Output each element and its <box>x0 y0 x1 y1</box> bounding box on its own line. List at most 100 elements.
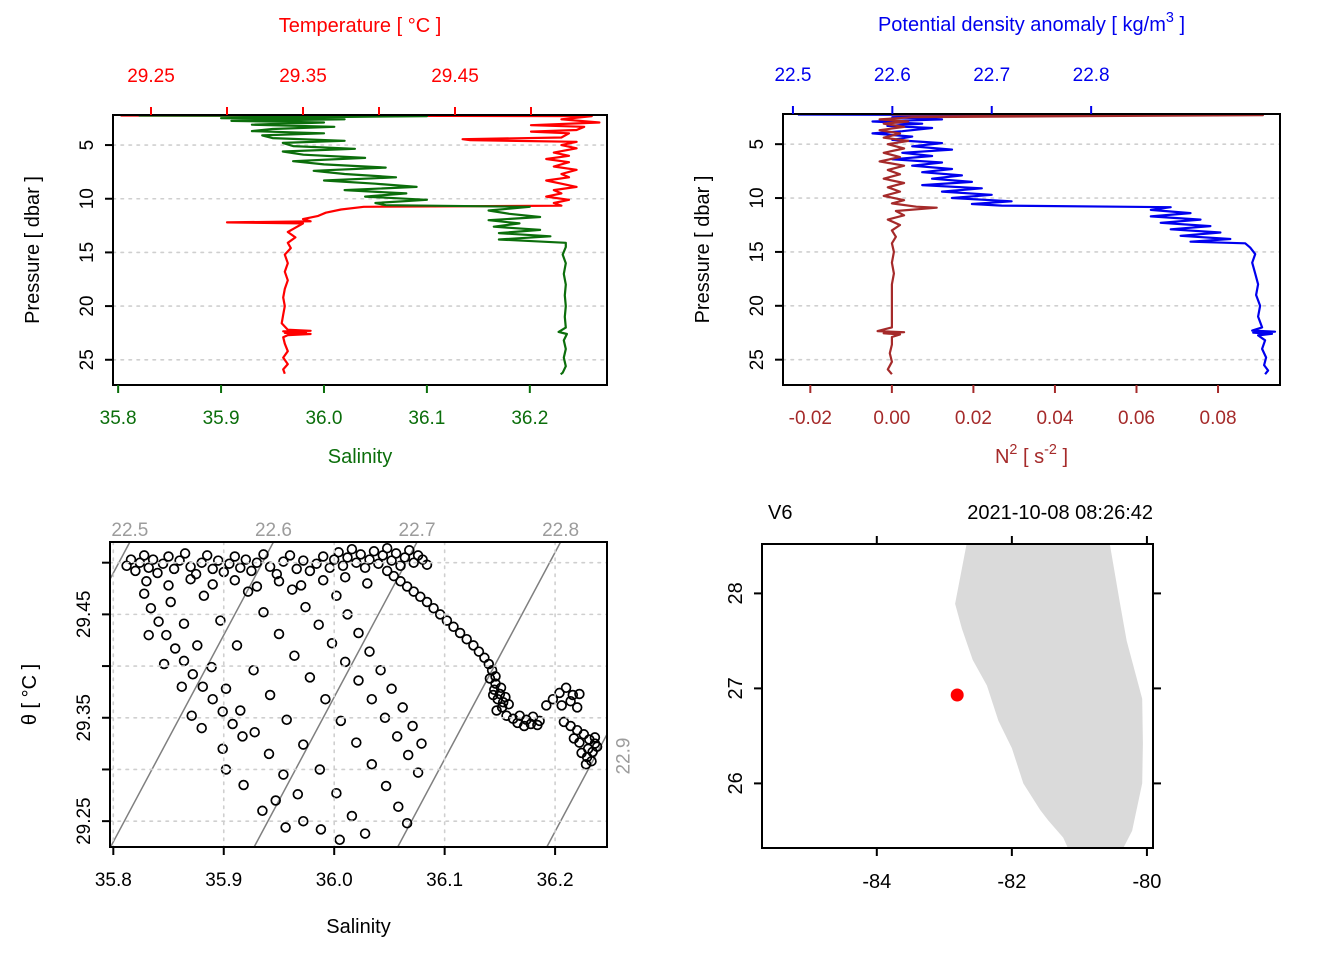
label-part: 22.6 <box>874 65 911 86</box>
ts-point <box>281 714 292 726</box>
ts-point <box>346 810 358 822</box>
ts-point <box>395 576 406 587</box>
ts-point <box>461 633 472 645</box>
label-part: 5 <box>747 139 768 150</box>
salinity-tick-label: 35.9 <box>205 870 242 891</box>
bottom-axis-ticks <box>117 385 531 393</box>
salinity-axis-title: Salinity <box>326 916 390 938</box>
top-axis-title: Temperature [ °C ] <box>279 15 442 37</box>
ts-point <box>158 658 170 670</box>
ts-point <box>342 552 353 563</box>
ts-point <box>366 693 378 705</box>
latitude-tick-label: 28 <box>725 582 747 604</box>
series-buoyancy-frequency <box>876 114 1265 375</box>
ts-point <box>331 787 342 799</box>
top-axis-title: Potential density anomaly [ kg/m3 ] <box>878 10 1185 36</box>
label-part: 10 <box>77 188 98 209</box>
ts-point <box>412 767 424 778</box>
label-part: 35.8 <box>95 870 132 891</box>
theta-axis-title: θ [ °C ] <box>19 664 41 725</box>
ts-point <box>138 550 150 561</box>
ts-point <box>487 689 499 701</box>
label-part: 2 <box>1009 442 1017 458</box>
ts-point <box>168 563 180 575</box>
pressure-tick-label: 20 <box>747 295 768 316</box>
isopycnal-top-label: 22.8 <box>542 520 579 541</box>
label-part: 22.5 <box>111 520 148 541</box>
latitude-tick-label: 27 <box>725 677 747 699</box>
pressure-axis-title: Pressure [ dbar ] <box>692 176 714 324</box>
station-timestamp-label: 2021-10-08 08:26:42 <box>967 502 1153 524</box>
ts-point <box>375 664 386 676</box>
label-part: 22.8 <box>1073 65 1110 86</box>
salinity-tick-label: 36.2 <box>537 870 574 891</box>
ts-point <box>391 731 403 742</box>
pressure-axis-title: Pressure [ dbar ] <box>22 176 44 324</box>
ts-point <box>331 590 342 602</box>
label-part: 36.1 <box>426 870 463 891</box>
ts-point <box>153 616 164 627</box>
ts-point <box>415 591 426 603</box>
label-part: 25 <box>747 349 768 370</box>
gridlines-h <box>109 561 608 822</box>
ts-point <box>351 737 362 748</box>
ts-point <box>525 718 537 730</box>
ts-point <box>381 565 393 577</box>
bottom-tick-label: 36.2 <box>511 408 548 429</box>
label-part: Potential density anomaly [ kg/m <box>878 14 1166 36</box>
label-part: 29.45 <box>74 591 95 639</box>
ts-point <box>408 557 419 568</box>
ts-point <box>238 779 249 791</box>
ts-point <box>448 621 459 633</box>
ts-point <box>334 834 345 846</box>
ts-point <box>157 558 169 569</box>
bottom-axis-title: N2 [ s-2 ] <box>995 442 1068 468</box>
label-part: 29.25 <box>74 797 95 845</box>
ts-point <box>235 705 246 716</box>
ts-point <box>300 601 311 613</box>
ts-point <box>591 741 603 752</box>
isopycnal-top-label: 22.6 <box>255 520 292 541</box>
label-part: 36.2 <box>511 408 548 429</box>
label-part: 0.08 <box>1200 408 1237 429</box>
ts-point <box>386 683 397 695</box>
ts-point <box>273 628 285 640</box>
ts-point <box>206 661 217 673</box>
label-part: ] <box>1174 14 1185 36</box>
ts-point <box>353 627 364 639</box>
ts-point <box>249 726 260 738</box>
label-part: -80 <box>1132 871 1161 893</box>
label-part: 25 <box>77 349 98 370</box>
panel-temperature-salinity-profile: 5 10 15 20 25 Pressure [ dbar ] 29.25 29.35 29.4… <box>22 15 608 468</box>
ts-point <box>359 562 371 574</box>
label-part: Salinity <box>326 916 390 938</box>
ts-point <box>280 822 291 833</box>
series-group <box>797 114 1277 375</box>
label-part: -84 <box>862 871 891 893</box>
ts-point <box>143 562 154 574</box>
label-part: 36.0 <box>305 408 342 429</box>
ts-point <box>304 565 316 577</box>
ts-point <box>227 718 238 730</box>
ts-point <box>395 560 406 572</box>
theta-tick-label: 29.25 <box>74 797 95 845</box>
top-axis-ticks <box>791 106 1093 114</box>
ts-point <box>339 656 351 668</box>
top-tick-label: 22.7 <box>973 65 1010 86</box>
isopycnal-22.6 <box>110 542 275 847</box>
ts-point <box>313 619 324 630</box>
label-part: [ s <box>1017 446 1044 468</box>
bottom-tick-label: 36.1 <box>408 408 445 429</box>
ts-point <box>386 555 397 566</box>
ts-point <box>408 586 419 597</box>
ts-point <box>212 555 224 566</box>
ts-point <box>454 627 466 639</box>
label-part: 22.7 <box>973 65 1010 86</box>
ts-point <box>163 580 174 591</box>
ts-point <box>264 561 276 573</box>
latitude-ticks-right <box>1153 592 1161 785</box>
bottom-tick-label: 36.0 <box>305 408 342 429</box>
ts-point <box>179 548 191 559</box>
ts-point <box>271 568 283 580</box>
